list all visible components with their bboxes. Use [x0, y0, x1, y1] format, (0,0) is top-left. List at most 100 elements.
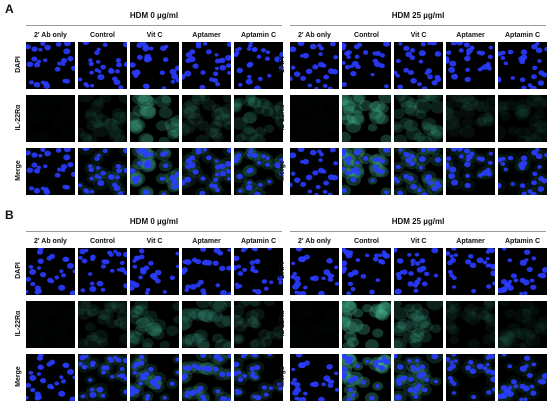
column-label: Vit C	[146, 32, 163, 39]
column-label: Vit C	[146, 238, 163, 245]
row-label: DAPI	[14, 55, 22, 73]
micrograph-cell	[234, 95, 283, 142]
group-title: HDM 0 µg/ml	[129, 11, 179, 20]
column-label: Aptamer	[456, 32, 485, 39]
micrograph-cell	[498, 95, 547, 142]
row-label: Merge	[278, 365, 286, 387]
micrograph-cell	[342, 301, 391, 348]
micrograph-cell	[78, 301, 127, 348]
micrograph-cell	[394, 148, 443, 195]
micrograph-cell	[26, 354, 75, 401]
micrograph-cell	[234, 248, 283, 295]
row-label: DAPI	[14, 261, 22, 279]
micrograph-cell	[182, 354, 231, 401]
micrograph-cell	[342, 248, 391, 295]
row-label: Merge	[14, 365, 22, 387]
micrograph-cell	[78, 148, 127, 195]
micrograph-cell	[498, 354, 547, 401]
micrograph-cell	[234, 42, 283, 89]
micrograph-cell	[130, 354, 179, 401]
column-label: Aptamer	[192, 32, 221, 39]
row-label: IL-22Rα	[14, 104, 22, 130]
micrograph-cell	[182, 95, 231, 142]
group-divider	[26, 25, 282, 26]
micrograph-cell	[130, 248, 179, 295]
column-label: Aptamin C	[241, 238, 276, 245]
micrograph-cell	[290, 354, 339, 401]
column-label: Control	[354, 32, 379, 39]
micrograph-cell	[130, 301, 179, 348]
micrograph-cell	[130, 42, 179, 89]
micrograph-cell	[394, 95, 443, 142]
column-label: Control	[354, 238, 379, 245]
micrograph-cell	[498, 148, 547, 195]
panel-letter: A	[5, 2, 14, 16]
micrograph-cell	[446, 248, 495, 295]
micrograph-cell	[78, 354, 127, 401]
micrograph-cell	[26, 42, 75, 89]
micrograph-cell	[130, 95, 179, 142]
micrograph-cell	[498, 42, 547, 89]
micrograph-cell	[182, 148, 231, 195]
column-label: Vit C	[410, 32, 427, 39]
micrograph-cell	[78, 248, 127, 295]
micrograph-cell	[446, 354, 495, 401]
micrograph-cell	[290, 95, 339, 142]
column-label: 2' Ab only	[298, 238, 331, 245]
panel-letter: B	[5, 208, 14, 222]
row-label: DAPI	[278, 55, 286, 73]
micrograph-cell	[78, 42, 127, 89]
column-label: 2' Ab only	[298, 32, 331, 39]
micrograph-cell	[26, 95, 75, 142]
micrograph-cell	[234, 354, 283, 401]
micrograph-cell	[290, 301, 339, 348]
row-label: Merge	[278, 159, 286, 181]
group-divider	[290, 231, 546, 232]
column-label: Aptamer	[192, 238, 221, 245]
row-label: IL-22Rα	[278, 104, 286, 130]
micrograph-cell	[394, 42, 443, 89]
micrograph-cell	[446, 42, 495, 89]
micrograph-cell	[342, 148, 391, 195]
micrograph-cell	[290, 42, 339, 89]
row-label: DAPI	[278, 261, 286, 279]
row-label: IL-22Rα	[278, 310, 286, 336]
column-label: Aptamin C	[505, 238, 540, 245]
micrograph-cell	[394, 248, 443, 295]
micrograph-cell	[78, 95, 127, 142]
micrograph-cell	[498, 301, 547, 348]
group-title: HDM 0 µg/ml	[129, 217, 179, 226]
micrograph-cell	[182, 301, 231, 348]
group-title: HDM 25 µg/ml	[391, 217, 445, 226]
micrograph-cell	[26, 148, 75, 195]
column-label: Aptamin C	[505, 32, 540, 39]
micrograph-cell	[446, 148, 495, 195]
micrograph-cell	[26, 301, 75, 348]
micrograph-cell	[182, 42, 231, 89]
micrograph-cell	[342, 42, 391, 89]
column-label: Aptamin C	[241, 32, 276, 39]
micrograph-cell	[394, 301, 443, 348]
row-label: IL-22Rα	[14, 310, 22, 336]
group-divider	[290, 25, 546, 26]
micrograph-cell	[26, 248, 75, 295]
micrograph-cell	[130, 148, 179, 195]
micrograph-cell	[446, 95, 495, 142]
micrograph-cell	[234, 148, 283, 195]
micrograph-cell	[234, 301, 283, 348]
micrograph-cell	[342, 95, 391, 142]
column-label: Control	[90, 238, 115, 245]
micrograph-cell	[446, 301, 495, 348]
row-label: Merge	[14, 159, 22, 181]
micrograph-cell	[182, 248, 231, 295]
micrograph-cell	[290, 248, 339, 295]
micrograph-cell	[394, 354, 443, 401]
column-label: Vit C	[410, 238, 427, 245]
column-label: 2' Ab only	[34, 32, 67, 39]
group-title: HDM 25 µg/ml	[391, 11, 445, 20]
group-divider	[26, 231, 282, 232]
micrograph-cell	[290, 148, 339, 195]
column-label: Aptamer	[456, 238, 485, 245]
column-label: 2' Ab only	[34, 238, 67, 245]
micrograph-cell	[342, 354, 391, 401]
